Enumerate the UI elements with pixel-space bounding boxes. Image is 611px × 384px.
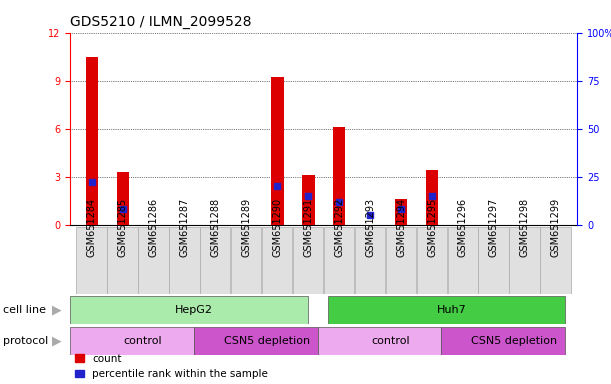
Bar <box>333 127 345 225</box>
Text: control: control <box>123 336 163 346</box>
FancyBboxPatch shape <box>293 227 323 294</box>
Text: GSM651296: GSM651296 <box>458 198 468 257</box>
Text: GSM651297: GSM651297 <box>489 197 499 257</box>
FancyBboxPatch shape <box>70 327 194 355</box>
Text: GSM651285: GSM651285 <box>118 197 128 257</box>
FancyBboxPatch shape <box>478 227 509 294</box>
Bar <box>395 199 408 225</box>
FancyBboxPatch shape <box>262 227 292 294</box>
FancyBboxPatch shape <box>76 227 107 294</box>
Bar <box>117 172 129 225</box>
Text: GSM651288: GSM651288 <box>211 198 221 257</box>
Text: GSM651284: GSM651284 <box>87 198 97 257</box>
Text: HepG2: HepG2 <box>175 305 213 315</box>
Text: GSM651289: GSM651289 <box>241 198 252 257</box>
Text: Huh7: Huh7 <box>437 305 467 315</box>
FancyBboxPatch shape <box>441 327 565 355</box>
FancyBboxPatch shape <box>540 227 571 294</box>
FancyBboxPatch shape <box>70 296 309 324</box>
FancyBboxPatch shape <box>510 227 540 294</box>
Text: control: control <box>371 336 409 346</box>
Text: GSM651299: GSM651299 <box>551 198 561 257</box>
Text: GSM651290: GSM651290 <box>273 198 282 257</box>
Bar <box>426 170 438 225</box>
FancyBboxPatch shape <box>231 227 262 294</box>
FancyBboxPatch shape <box>329 296 565 324</box>
FancyBboxPatch shape <box>318 327 441 355</box>
Text: GSM651294: GSM651294 <box>396 198 406 257</box>
FancyBboxPatch shape <box>324 227 354 294</box>
FancyBboxPatch shape <box>169 227 200 294</box>
Text: CSN5 depletion: CSN5 depletion <box>224 336 310 346</box>
FancyBboxPatch shape <box>200 227 230 294</box>
Text: protocol: protocol <box>3 336 48 346</box>
Text: CSN5 depletion: CSN5 depletion <box>471 336 557 346</box>
FancyBboxPatch shape <box>447 227 478 294</box>
Bar <box>86 57 98 225</box>
Bar <box>271 78 284 225</box>
Text: ▶: ▶ <box>52 304 62 316</box>
Text: GSM651295: GSM651295 <box>427 197 437 257</box>
FancyBboxPatch shape <box>355 227 385 294</box>
Text: GSM651291: GSM651291 <box>304 198 313 257</box>
Text: cell line: cell line <box>3 305 46 315</box>
FancyBboxPatch shape <box>417 227 447 294</box>
Bar <box>302 175 315 225</box>
Text: GSM651293: GSM651293 <box>365 198 375 257</box>
Text: GDS5210 / ILMN_2099528: GDS5210 / ILMN_2099528 <box>70 15 252 29</box>
FancyBboxPatch shape <box>386 227 416 294</box>
FancyBboxPatch shape <box>138 227 169 294</box>
Legend: count, percentile rank within the sample: count, percentile rank within the sample <box>76 354 268 379</box>
Text: GSM651286: GSM651286 <box>148 198 159 257</box>
Text: GSM651287: GSM651287 <box>180 197 189 257</box>
Text: GSM651292: GSM651292 <box>334 197 344 257</box>
FancyBboxPatch shape <box>194 327 318 355</box>
Text: ▶: ▶ <box>52 334 62 347</box>
Text: GSM651298: GSM651298 <box>520 198 530 257</box>
FancyBboxPatch shape <box>108 227 137 294</box>
